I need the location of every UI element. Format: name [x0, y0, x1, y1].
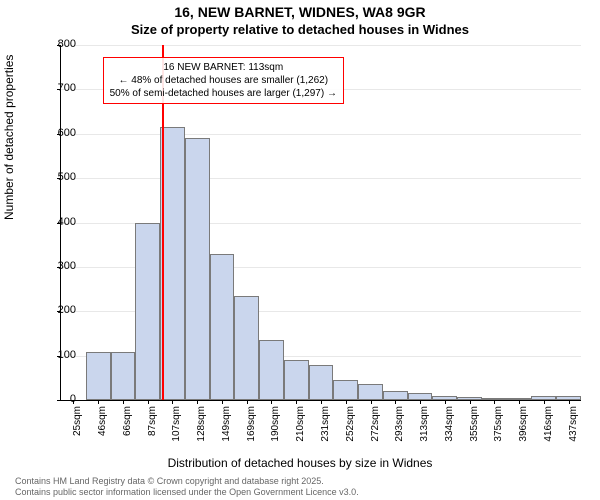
xtick-label: 169sqm — [246, 406, 257, 446]
xtick-label: 149sqm — [221, 406, 232, 446]
xtick-mark — [197, 400, 198, 404]
histogram-bar — [259, 340, 284, 400]
xtick-mark — [395, 400, 396, 404]
chart-title-2: Size of property relative to detached ho… — [0, 22, 600, 37]
annotation-line: 50% of semi-detached houses are larger (… — [110, 87, 337, 100]
xtick-label: 252sqm — [345, 406, 356, 446]
xtick-label: 375sqm — [493, 406, 504, 446]
xtick-mark — [470, 400, 471, 404]
histogram-bar — [234, 296, 259, 400]
xtick-label: 313sqm — [419, 406, 430, 446]
xtick-mark — [296, 400, 297, 404]
xtick-mark — [346, 400, 347, 404]
xtick-label: 272sqm — [370, 406, 381, 446]
xtick-mark — [271, 400, 272, 404]
ytick-label: 300 — [46, 260, 76, 272]
grid-line — [61, 45, 581, 46]
xtick-mark — [321, 400, 322, 404]
annotation-box: 16 NEW BARNET: 113sqm← 48% of detached h… — [103, 57, 344, 104]
chart-container: 16, NEW BARNET, WIDNES, WA8 9GR Size of … — [0, 0, 600, 500]
histogram-bar — [358, 384, 383, 400]
xtick-label: 46sqm — [97, 406, 108, 446]
xtick-label: 293sqm — [394, 406, 405, 446]
histogram-bar — [111, 352, 136, 400]
histogram-bar — [185, 138, 210, 400]
xtick-mark — [371, 400, 372, 404]
xtick-label: 190sqm — [270, 406, 281, 446]
xtick-mark — [544, 400, 545, 404]
xtick-label: 334sqm — [444, 406, 455, 446]
histogram-bar — [309, 365, 334, 401]
xtick-mark — [172, 400, 173, 404]
footer-line-1: Contains HM Land Registry data © Crown c… — [15, 476, 359, 487]
footer-line-2: Contains public sector information licen… — [15, 487, 359, 498]
xtick-label: 416sqm — [543, 406, 554, 446]
ytick-label: 600 — [46, 127, 76, 139]
xtick-label: 25sqm — [72, 406, 83, 446]
xtick-label: 107sqm — [171, 406, 182, 446]
xtick-mark — [222, 400, 223, 404]
xtick-label: 128sqm — [196, 406, 207, 446]
ytick-label: 500 — [46, 171, 76, 183]
grid-line — [61, 178, 581, 179]
histogram-bar — [210, 254, 235, 400]
xtick-label: 87sqm — [147, 406, 158, 446]
ytick-label: 100 — [46, 349, 76, 361]
histogram-bar — [86, 352, 111, 400]
ytick-label: 700 — [46, 82, 76, 94]
xtick-label: 231sqm — [320, 406, 331, 446]
histogram-bar — [284, 360, 309, 400]
xtick-label: 437sqm — [568, 406, 579, 446]
y-axis-label: Number of detached properties — [2, 55, 16, 220]
xtick-label: 355sqm — [469, 406, 480, 446]
xtick-mark — [445, 400, 446, 404]
annotation-line: 16 NEW BARNET: 113sqm — [110, 61, 337, 74]
ytick-label: 0 — [46, 393, 76, 405]
plot-area: 16 NEW BARNET: 113sqm← 48% of detached h… — [60, 45, 581, 401]
xtick-mark — [494, 400, 495, 404]
xtick-mark — [519, 400, 520, 404]
xtick-mark — [247, 400, 248, 404]
xtick-label: 66sqm — [122, 406, 133, 446]
xtick-mark — [420, 400, 421, 404]
histogram-bar — [408, 393, 433, 400]
histogram-bar — [333, 380, 358, 400]
xtick-label: 396sqm — [518, 406, 529, 446]
footer-text: Contains HM Land Registry data © Crown c… — [15, 476, 359, 498]
annotation-line: ← 48% of detached houses are smaller (1,… — [110, 74, 337, 87]
xtick-mark — [123, 400, 124, 404]
x-axis-label: Distribution of detached houses by size … — [0, 456, 600, 470]
xtick-label: 210sqm — [295, 406, 306, 446]
histogram-bar — [135, 223, 160, 401]
xtick-mark — [148, 400, 149, 404]
chart-title-1: 16, NEW BARNET, WIDNES, WA8 9GR — [0, 4, 600, 20]
ytick-label: 200 — [46, 304, 76, 316]
ytick-label: 400 — [46, 216, 76, 228]
xtick-mark — [569, 400, 570, 404]
histogram-bar — [383, 391, 408, 400]
ytick-label: 800 — [46, 38, 76, 50]
xtick-mark — [98, 400, 99, 404]
grid-line — [61, 134, 581, 135]
